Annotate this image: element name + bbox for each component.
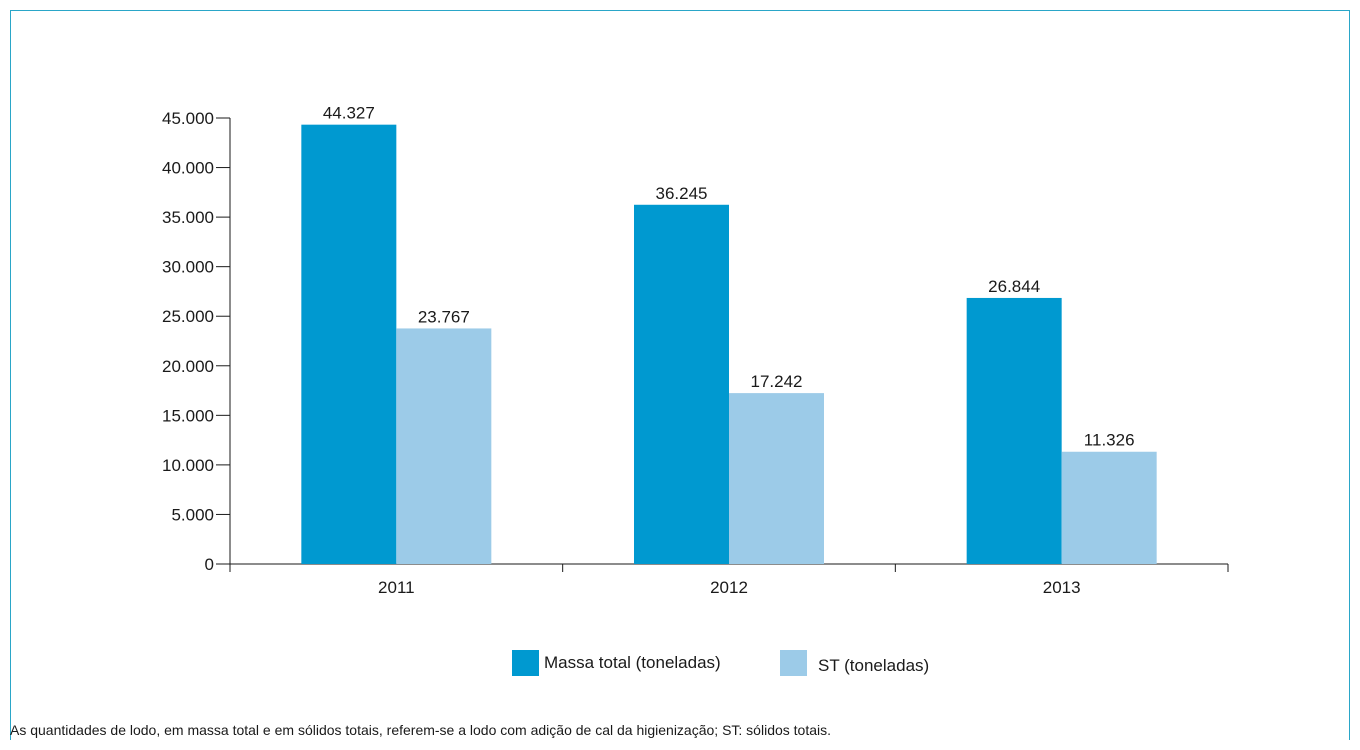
bar xyxy=(301,124,397,565)
y-tick-label: 10.000 xyxy=(162,456,214,475)
y-tick-label: 30.000 xyxy=(162,258,214,277)
legend-label: Massa total (toneladas) xyxy=(544,653,721,672)
bar xyxy=(966,297,1062,564)
bar-chart: 0 5.000 10.000 15.000 20.000 25.000 30.000 35.0… xyxy=(162,104,1229,676)
y-tick-label: 5.000 xyxy=(171,505,214,524)
x-tick-label: 2011 xyxy=(378,578,415,597)
bar xyxy=(729,393,824,564)
bar-value-label: 17.242 xyxy=(751,372,803,391)
legend-label: ST (toneladas) xyxy=(818,656,929,675)
bar xyxy=(634,204,729,564)
y-tick-label: 25.000 xyxy=(162,307,214,326)
bar xyxy=(1061,451,1157,564)
bar-value-label: 36.245 xyxy=(656,184,708,203)
y-tick-label: 35.000 xyxy=(162,208,214,227)
bar-value-label: 44.327 xyxy=(323,104,375,123)
y-tick-label: 0 xyxy=(205,555,214,574)
bar xyxy=(396,328,492,564)
y-tick-label: 20.000 xyxy=(162,357,214,376)
legend-swatch xyxy=(780,650,807,676)
legend-swatch xyxy=(512,650,539,676)
bar-value-label: 23.767 xyxy=(418,307,470,326)
bar-value-label: 26.844 xyxy=(988,277,1040,296)
bar-value-label: 11.326 xyxy=(1084,431,1135,450)
x-tick-label: 2013 xyxy=(1043,578,1081,597)
y-tick-label: 40.000 xyxy=(162,159,214,178)
y-tick-label: 45.000 xyxy=(162,109,214,128)
x-tick-label: 2012 xyxy=(710,578,748,597)
y-tick-label: 15.000 xyxy=(162,406,214,425)
chart-frame xyxy=(10,10,1350,740)
chart-footnote: As quantidades de lodo, em massa total e… xyxy=(10,722,832,738)
